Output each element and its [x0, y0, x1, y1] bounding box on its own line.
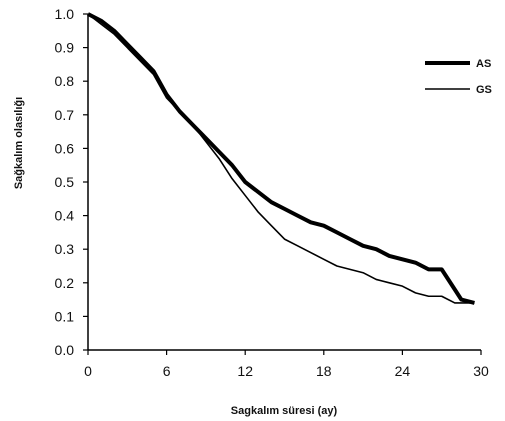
x-axis-title: Sagkalım süresi (ay) — [231, 405, 338, 417]
y-tick-label: 0.9 — [55, 40, 75, 56]
y-tick-label: 0.2 — [55, 275, 75, 291]
y-tick-label: 1.0 — [55, 6, 75, 22]
x-tick-label: 6 — [163, 363, 171, 379]
legend-label-as: AS — [476, 58, 491, 70]
y-tick-label: 0.0 — [55, 342, 75, 358]
y-tick-label: 0.4 — [55, 208, 75, 224]
y-tick-label: 0.1 — [55, 308, 75, 324]
x-tick-label: 24 — [395, 363, 411, 379]
tick-marks: 0.0 0.1 0.2 0.3 0.4 0.5 0.6 0.7 0.8 0.9 1.0 0 6 12 18 2… — [55, 6, 489, 379]
x-tick-label: 18 — [316, 363, 332, 379]
y-tick-label: 0.5 — [55, 174, 75, 190]
series-line-as — [87, 12, 475, 305]
legend: AS GS — [425, 58, 492, 96]
y-tick-label: 0.3 — [55, 241, 75, 257]
y-tick-label: 0.8 — [55, 73, 75, 89]
x-tick-label: 12 — [237, 363, 253, 379]
x-tick-label: 30 — [473, 363, 489, 379]
y-tick-label: 0.7 — [55, 107, 75, 123]
y-axis-title: Sağkalım olasılığı — [13, 97, 25, 189]
y-tick-label: 0.6 — [55, 140, 75, 156]
x-tick-label: 0 — [84, 363, 92, 379]
series-line-gs — [87, 13, 475, 304]
legend-label-gs: GS — [476, 84, 492, 96]
series-layer — [87, 12, 475, 305]
